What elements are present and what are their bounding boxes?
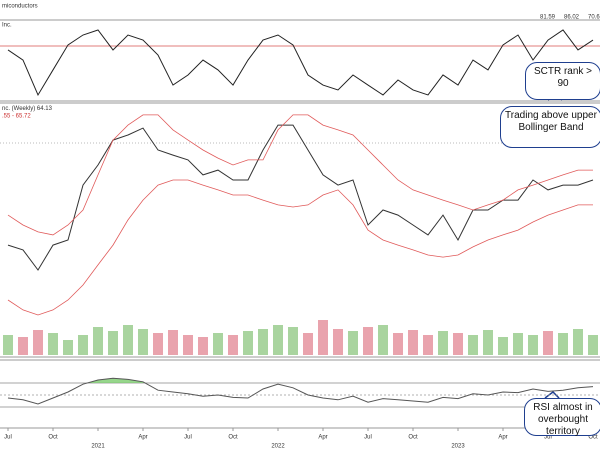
volume-bar: [543, 331, 553, 355]
x-tick-label: Jul: [364, 435, 372, 441]
volume-bar: [303, 333, 313, 355]
volume-bar: [258, 329, 268, 355]
volume-bar: [288, 327, 298, 355]
volume-bar: [198, 337, 208, 355]
x-tick-label: Apr: [318, 435, 327, 441]
legend-value: 86.02: [564, 15, 580, 21]
series-line: [7, 179, 593, 316]
rsi-panel: [0, 359, 600, 429]
x-tick-label: Apr: [138, 435, 147, 441]
volume-bar: [213, 333, 223, 355]
volume-bar: [558, 333, 568, 355]
volume-bar: [438, 331, 448, 355]
x-tick-label: Jul: [184, 435, 192, 441]
volume-bar: [513, 333, 523, 355]
volume-bar: [528, 335, 538, 355]
volume-bar: [33, 330, 43, 355]
volume-bar: [588, 335, 598, 355]
volume-bar: [408, 330, 418, 355]
volume-bar: [108, 331, 118, 355]
panel-label: Inc.: [2, 23, 12, 29]
legend-value: 70.6: [588, 15, 600, 21]
volume-bar: [168, 330, 178, 355]
volume-bar: [48, 333, 58, 355]
callout: SCTR rank > 90: [525, 62, 600, 100]
volume-bar: [453, 333, 463, 355]
x-tick-label: 2023: [451, 444, 465, 450]
volume-bar: [573, 329, 583, 355]
volume-bar: [393, 333, 403, 355]
band-label: .55 - 65.72: [2, 114, 31, 120]
volume-bar: [123, 325, 133, 355]
volume-bar: [138, 329, 148, 355]
sctr-panel: [0, 19, 600, 102]
price-name: nc. (Weekly): [2, 106, 35, 112]
volume-bar: [228, 335, 238, 355]
volume-bar: [93, 327, 103, 355]
volume-bar: [483, 330, 493, 355]
volume-bar: [153, 333, 163, 355]
volume-bar: [18, 337, 28, 355]
callout: RSI almost in overbought territory: [524, 398, 600, 437]
volume-bar: [363, 327, 373, 355]
price-last: 64.13: [37, 106, 53, 112]
x-tick-label: 2022: [271, 444, 285, 450]
volume-bar: [3, 335, 13, 355]
series-line: [7, 114, 593, 236]
volume-bar: [468, 335, 478, 355]
series-line: [7, 377, 594, 405]
price-label: nc. (Weekly) 64.13: [2, 106, 53, 112]
legend-value: 81.59: [540, 15, 556, 21]
x-tick-label: Oct: [588, 435, 598, 441]
volume-bar: [183, 335, 193, 355]
volume-bar: [78, 335, 88, 355]
callout: Trading above upper Bollinger Band: [500, 106, 600, 148]
x-tick-label: Jul: [544, 435, 552, 441]
x-tick-label: Oct: [228, 435, 238, 441]
volume-bar: [243, 331, 253, 355]
x-tick-label: Oct: [48, 435, 58, 441]
x-tick-label: Oct: [408, 435, 418, 441]
x-tick-label: Jul: [4, 435, 12, 441]
overbought-area: [8, 378, 593, 383]
volume-bar: [348, 331, 358, 355]
series-line: [7, 124, 594, 271]
series-line: [7, 29, 594, 97]
x-tick-label: 2021: [91, 444, 105, 450]
volume-bar: [333, 329, 343, 355]
chart-title: miconductors: [2, 4, 38, 10]
x-tick-label: Apr: [498, 435, 507, 441]
volume-bar: [273, 325, 283, 355]
volume-bar: [423, 335, 433, 355]
volume-bar: [318, 320, 328, 355]
volume-bar: [63, 340, 73, 355]
volume-bar: [498, 337, 508, 355]
price-panel: [0, 102, 600, 358]
volume-bar: [378, 325, 388, 355]
